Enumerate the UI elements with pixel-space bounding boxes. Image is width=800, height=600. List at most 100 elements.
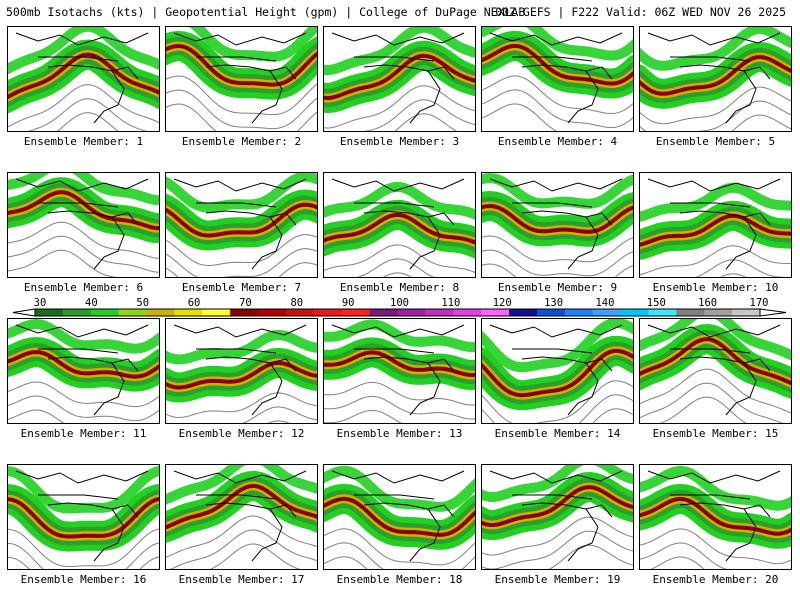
jet-isotach-band [482,203,633,234]
ensemble-member-label: Ensemble Member: 5 [655,135,776,148]
height-contour [166,234,317,267]
jet-isotach-band [8,27,159,75]
ensemble-member-label: Ensemble Member: 2 [181,135,302,148]
height-contour [267,420,290,423]
jet-isotach-band [482,348,633,398]
colorbar-swatch [258,309,287,316]
ensemble-member-label: Ensemble Member: 1 [23,135,144,148]
forecast-map [166,173,317,277]
ensemble-member-label: Ensemble Member: 4 [497,135,618,148]
coastline-borders [489,324,623,416]
forecast-map [8,173,159,277]
height-contour [209,543,301,569]
colorbar-tick-label: 150 [646,297,666,309]
height-contour [482,263,633,277]
forecast-map [8,465,159,569]
coastline-borders [489,470,623,562]
forecast-map [482,465,633,569]
jet-isotach-band [8,319,159,354]
height-contour [731,114,791,131]
colorbar-high-arrow [759,308,787,317]
jet-isotach-band [324,181,475,220]
ensemble-member-label: Ensemble Member: 17 [178,573,305,586]
height-contour [324,409,402,423]
ensemble-member-label: Ensemble Member: 7 [181,281,302,294]
colorbar-tick-label: 70 [239,297,252,309]
ensemble-map-panel [7,172,160,278]
height-contour [364,99,475,131]
jet-isotach-band [166,202,317,238]
height-contour [640,245,791,276]
ensemble-member-label: Ensemble Member: 16 [20,573,147,586]
jet-isotach-band [324,27,475,76]
ensemble-member-label: Ensemble Member: 20 [652,573,779,586]
forecast-map [8,319,159,423]
height-contour [324,542,475,569]
colorbar-tick-label: 30 [33,297,47,309]
jet-isotach-band [166,329,317,365]
ensemble-member-label: Ensemble Member: 19 [494,573,621,586]
ensemble-map-panel [7,318,160,424]
forecast-map [8,27,159,131]
jet-isotach-band [166,360,317,390]
coastline-borders [15,32,149,124]
colorbar-swatch [146,309,175,316]
height-contour [482,516,633,556]
height-contour [640,528,791,565]
height-contour [242,406,317,423]
jet-isotach-band [166,465,317,505]
forecast-map [640,27,791,131]
height-contour [166,248,317,277]
colorbar-swatch [202,309,231,316]
colorbar-swatch [481,309,510,316]
height-contour [482,394,633,423]
colorbar-swatch [397,309,426,316]
height-contour [8,409,65,423]
ensemble-map-panel [481,318,634,424]
jet-isotach-band [8,349,159,379]
jet-isotach-band [324,465,475,512]
forecast-map [166,465,317,569]
jet-isotach-band [482,319,633,373]
colorbar-tick-label: 80 [290,297,304,309]
height-contour [482,235,633,263]
colorbar-tick-label: 120 [492,297,512,309]
colorbar-swatch [62,309,92,316]
height-contour [324,395,475,420]
height-contour [56,112,119,131]
ensemble-map-panel [323,172,476,278]
jet-isotach-band [324,53,475,101]
jet-isotach-band [640,182,791,222]
run-valid-time: 00Z GEFS | F222 Valid: 06Z WED NOV 26 20… [495,5,786,19]
colorbar-swatch [704,309,733,316]
jet-isotach-band [188,27,317,62]
jet-isotach-band [640,54,791,96]
jet-isotach-band [640,213,791,247]
ensemble-map-panel [7,464,160,570]
colorbar-tick-label: 90 [341,297,355,309]
ensemble-map-panel [481,172,634,278]
jet-isotach-band [8,52,159,100]
height-contour [166,103,317,131]
colorbar-swatch [509,309,538,316]
ensemble-map-panel [165,464,318,570]
ensemble-member-label: Ensemble Member: 15 [652,427,779,440]
height-contour [8,221,159,259]
forecast-map [482,27,633,131]
jet-isotach-band [324,496,475,537]
colorbar-swatch [369,309,398,316]
colorbar-tick-label: 130 [544,297,564,309]
height-contour [482,530,633,569]
ensemble-member-label: Ensemble Member: 13 [336,427,463,440]
forecast-map [640,465,791,569]
jet-isotach-band [166,173,317,213]
ensemble-member-label: Ensemble Member: 10 [652,281,779,294]
ensemble-map-panel [481,464,634,570]
ensemble-map-panel [639,464,792,570]
colorbar-tick-label: 100 [390,297,409,309]
height-contour [8,528,159,567]
colorbar-low-arrow [12,308,36,317]
ensemble-member-label: Ensemble Member: 6 [23,281,144,294]
forecast-map [166,27,317,131]
coastline-borders [331,32,465,124]
